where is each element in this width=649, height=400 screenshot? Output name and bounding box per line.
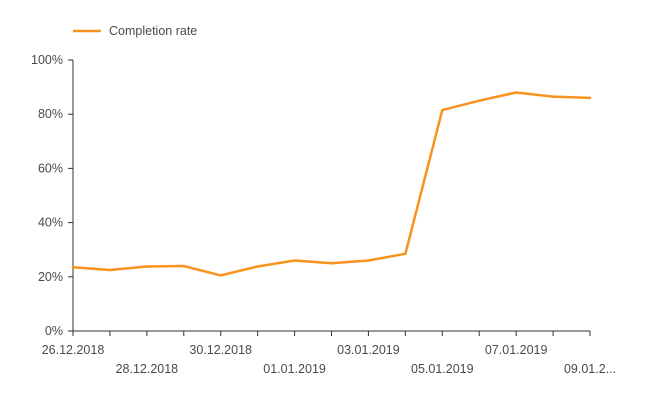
data-point[interactable] <box>441 108 444 112</box>
data-point[interactable] <box>108 268 112 272</box>
x-tick-label: 30.12.2018 <box>189 343 252 357</box>
data-point[interactable] <box>404 252 407 255</box>
data-point[interactable] <box>551 95 555 98</box>
x-tick-label: 26.12.2018 <box>42 343 105 357</box>
data-point[interactable] <box>588 96 592 100</box>
series-layer <box>71 91 592 277</box>
legend[interactable]: Completion rate <box>73 24 197 38</box>
y-tick-label: 40% <box>38 216 63 230</box>
data-point[interactable] <box>330 262 333 265</box>
axes <box>72 60 590 332</box>
y-tick-label: 80% <box>38 107 63 121</box>
data-point[interactable] <box>367 259 370 262</box>
y-axis-ticks: 0% 20% 40% 60% 80% 100% <box>31 53 73 338</box>
data-point[interactable] <box>293 259 296 262</box>
x-axis-ticks: 26.12.2018 28.12.2018 30.12.2018 01.01.2019… <box>42 331 616 376</box>
x-tick-label: 28.12.2018 <box>116 362 179 376</box>
y-tick-label: 0% <box>45 324 63 338</box>
y-tick-label: 20% <box>38 270 63 284</box>
x-tick-label: 07.01.2019 <box>485 343 548 357</box>
data-point[interactable] <box>514 91 518 94</box>
data-point[interactable] <box>71 266 75 269</box>
data-point[interactable] <box>256 265 259 268</box>
y-tick-label: 60% <box>38 161 63 175</box>
x-tick-label: 01.01.2019 <box>263 362 326 376</box>
data-point[interactable] <box>182 264 185 268</box>
data-point[interactable] <box>478 99 481 102</box>
x-tick-label: 05.01.2019 <box>411 362 474 376</box>
data-point[interactable] <box>145 265 149 268</box>
series-line-completion-rate[interactable] <box>71 91 592 277</box>
x-tick-label: 09.01.2... <box>564 362 616 376</box>
x-tick-label: 03.01.2019 <box>337 343 400 357</box>
y-tick-label: 100% <box>31 53 63 67</box>
legend-label: Completion rate <box>109 24 197 38</box>
data-point[interactable] <box>219 274 222 277</box>
